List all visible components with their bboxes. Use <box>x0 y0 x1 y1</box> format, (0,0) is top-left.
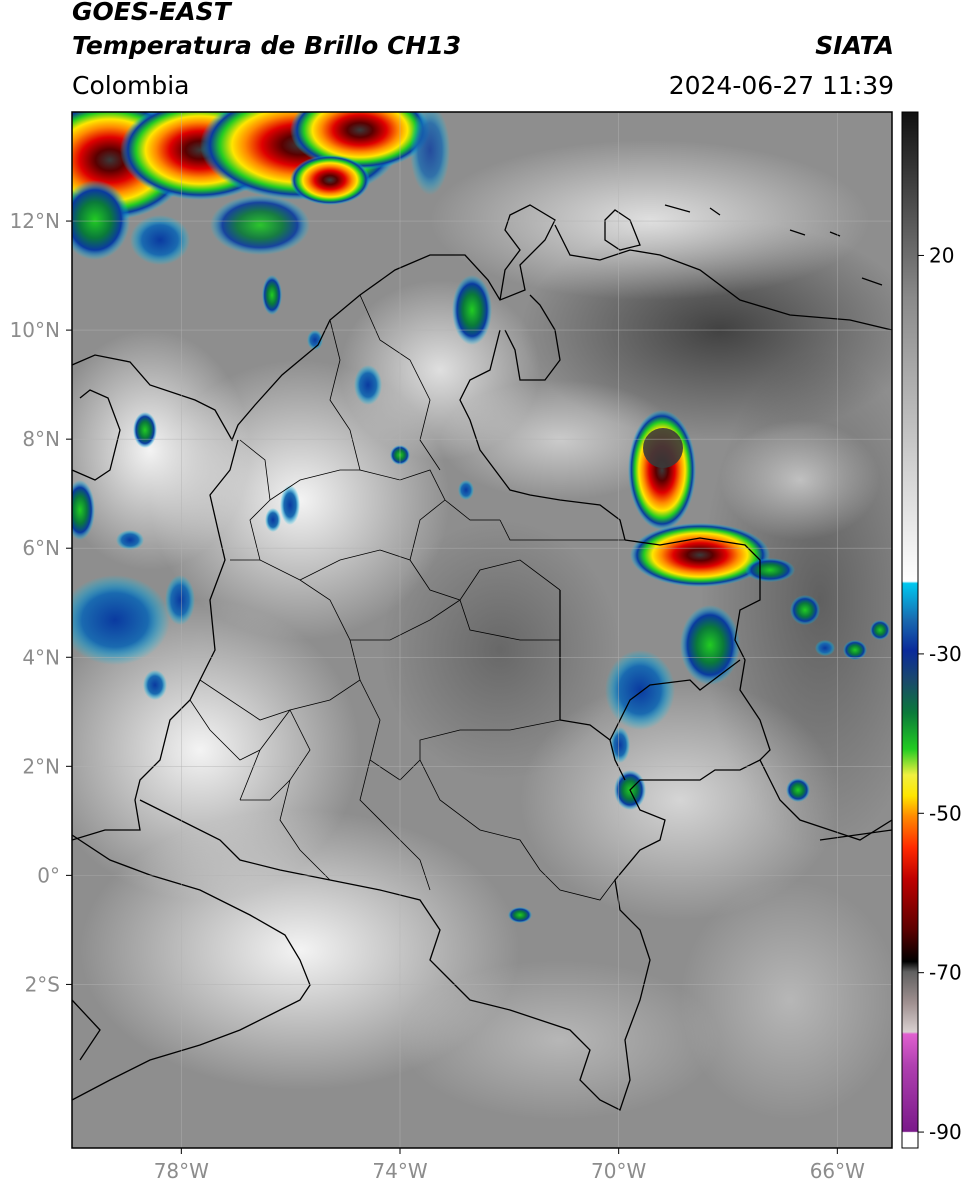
map-frame <box>71 111 893 1149</box>
colorbar-tick-label: -50 <box>929 801 962 825</box>
department-borders <box>189 294 625 901</box>
colorbar-tick-label: 20 <box>929 243 954 267</box>
lat-tick-label: 2°N <box>22 754 60 778</box>
colorbar-ticks: 20 -30 -50 -70 -90 <box>918 243 962 1144</box>
lon-tick-label: 74°W <box>372 1159 427 1183</box>
latitude-ticks: 12°N 10°N 8°N 6°N 4°N 2°N 0° 2°S <box>10 209 72 996</box>
map-grid <box>72 112 892 1148</box>
source-label: SIATA <box>815 31 894 60</box>
lat-tick-label: 4°N <box>22 645 60 669</box>
colorbar-tick-label: -70 <box>929 961 962 985</box>
title-line-2: Temperatura de Brillo CH13 <box>72 31 462 60</box>
title-line-1: GOES-EAST <box>72 0 231 26</box>
lon-tick-label: 70°W <box>591 1159 646 1183</box>
longitude-ticks: 78°W 74°W 70°W 66°W <box>154 1148 865 1183</box>
lat-tick-label: 10°N <box>10 318 60 342</box>
lon-tick-label: 78°W <box>154 1159 209 1183</box>
colorbar-tick-label: -30 <box>929 642 962 666</box>
lon-tick-label: 66°W <box>810 1159 865 1183</box>
colorbar-tick-label: -90 <box>929 1120 962 1144</box>
datetime-label: 2024-06-27 11:39 <box>668 71 894 100</box>
colorbar: 20 -30 -50 -70 -90 <box>901 111 962 1149</box>
colorbar-scale <box>901 111 919 1149</box>
coastlines-and-borders <box>72 204 892 1111</box>
lat-tick-label: 8°N <box>22 427 60 451</box>
lat-tick-label: 2°S <box>25 972 60 996</box>
satellite-imagery <box>72 112 892 1148</box>
lat-tick-label: 12°N <box>10 209 60 233</box>
lat-tick-label: 6°N <box>22 536 60 560</box>
lat-tick-label: 0° <box>37 863 60 887</box>
region-label: Colombia <box>72 71 190 100</box>
